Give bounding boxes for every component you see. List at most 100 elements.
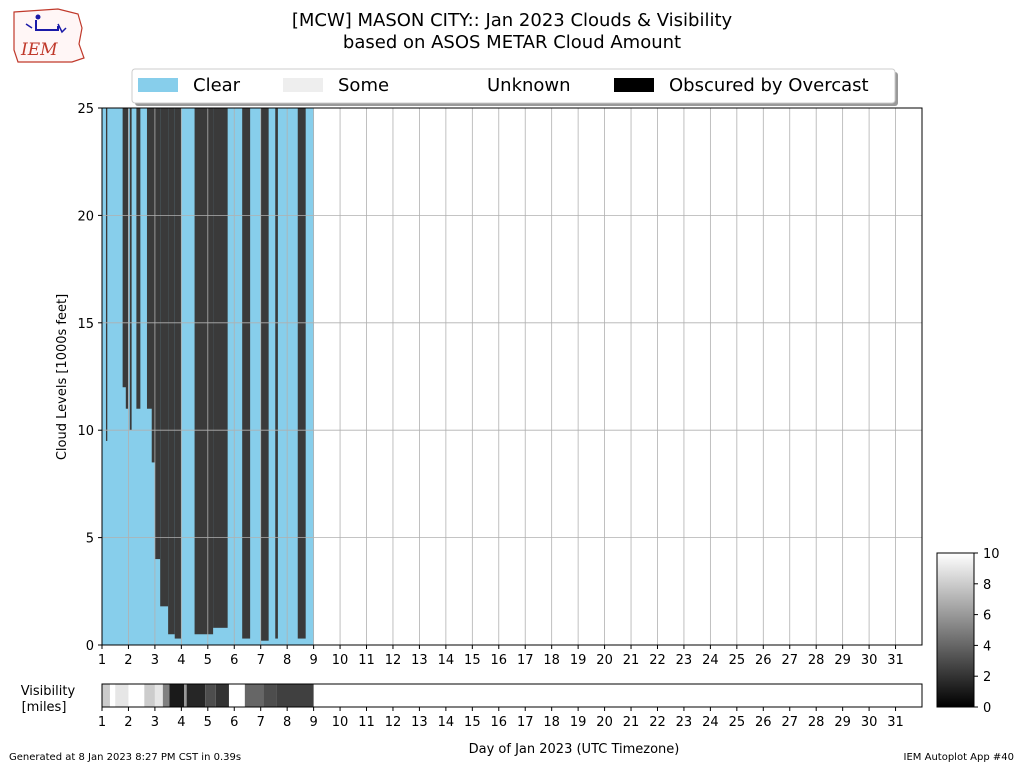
vis-x-tick-label: 2 xyxy=(124,715,132,730)
vis-x-tick-label: 15 xyxy=(464,715,481,730)
legend-label-clear: Clear xyxy=(193,75,241,96)
x-tick-label: 2 xyxy=(124,653,132,668)
legend-swatch-overcast xyxy=(614,78,654,92)
y-tick-label: 20 xyxy=(77,209,94,224)
overcast-segment xyxy=(275,108,278,639)
vis-x-tick-label: 8 xyxy=(283,715,291,730)
generated-timestamp: Generated at 8 Jan 2023 8:27 PM CST in 0… xyxy=(9,752,242,763)
x-tick-label: 16 xyxy=(491,653,508,668)
vis-x-tick-label: 26 xyxy=(755,715,772,730)
overcast-segment xyxy=(129,108,132,431)
visibility-label: Visibility [miles] xyxy=(21,684,80,715)
overcast-segment xyxy=(122,108,128,388)
chart-title: [MCW] MASON CITY:: Jan 2023 Clouds & Vis… xyxy=(291,10,733,31)
legend: Clear Some Unknown Obscured by Overcast xyxy=(131,68,898,106)
x-tick-label: 21 xyxy=(623,653,640,668)
colorbar-tick-label: 0 xyxy=(983,701,991,716)
x-tick-label: 19 xyxy=(570,653,587,668)
vis-x-tick-label: 25 xyxy=(729,715,746,730)
x-tick-label: 26 xyxy=(755,653,772,668)
x-tick-label: 30 xyxy=(861,653,878,668)
vis-x-tick-label: 19 xyxy=(570,715,587,730)
vis-x-tick-label: 16 xyxy=(491,715,508,730)
x-tick-label: 3 xyxy=(151,653,159,668)
vis-x-tick-label: 6 xyxy=(230,715,238,730)
overcast-segment xyxy=(168,108,175,635)
x-tick-label: 20 xyxy=(596,653,613,668)
overcast-segment xyxy=(194,108,214,635)
vis-x-tick-label: 29 xyxy=(834,715,851,730)
visibility-segment xyxy=(263,684,277,707)
overcast-segment xyxy=(125,108,129,409)
x-tick-label: 11 xyxy=(358,653,375,668)
vis-x-tick-label: 18 xyxy=(543,715,560,730)
x-tick-label: 5 xyxy=(204,653,212,668)
y-tick-label: 5 xyxy=(86,532,94,547)
y-tick-label: 25 xyxy=(77,102,94,117)
visibility-segment xyxy=(276,684,314,707)
visibility-segment xyxy=(162,684,170,707)
vis-x-tick-label: 20 xyxy=(596,715,613,730)
x-tick-label: 31 xyxy=(887,653,904,668)
x-tick-label: 13 xyxy=(411,653,428,668)
y-axis-label: Cloud Levels [1000s feet] xyxy=(55,294,70,460)
x-tick-label: 25 xyxy=(729,653,746,668)
legend-label-unknown: Unknown xyxy=(487,75,571,96)
vis-x-tick-label: 1 xyxy=(98,715,106,730)
x-tick-label: 17 xyxy=(517,653,534,668)
x-tick-label: 14 xyxy=(438,653,455,668)
iem-logo: IEM xyxy=(13,8,85,63)
visibility-segment xyxy=(215,684,229,707)
x-tick-label: 29 xyxy=(834,653,851,668)
vis-x-tick-label: 5 xyxy=(204,715,212,730)
overcast-segment xyxy=(297,108,306,639)
x-tick-label: 10 xyxy=(332,653,349,668)
x-tick-label: 4 xyxy=(177,653,185,668)
legend-label-overcast: Obscured by Overcast xyxy=(669,75,869,96)
vis-x-tick-label: 28 xyxy=(808,715,825,730)
x-axis-label: Day of Jan 2023 (UTC Timezone) xyxy=(469,742,680,757)
overcast-segment xyxy=(154,108,161,560)
y-tick-label: 0 xyxy=(86,639,94,654)
vis-x-tick-label: 22 xyxy=(649,715,666,730)
colorbar-tick-label: 6 xyxy=(983,609,991,624)
overcast-segment xyxy=(146,108,153,409)
overcast-segment xyxy=(174,108,182,639)
x-tick-label: 12 xyxy=(385,653,402,668)
overcast-segment xyxy=(136,108,141,409)
vis-x-tick-label: 9 xyxy=(309,715,317,730)
colorbar-tick-label: 10 xyxy=(983,547,1000,562)
visibility-segment xyxy=(184,684,187,707)
x-tick-label: 9 xyxy=(309,653,317,668)
vis-x-tick-label: 7 xyxy=(257,715,265,730)
visibility-segment xyxy=(144,684,155,707)
vis-x-tick-label: 14 xyxy=(438,715,455,730)
x-tick-label: 22 xyxy=(649,653,666,668)
vis-x-tick-label: 24 xyxy=(702,715,719,730)
chart-subtitle: based on ASOS METAR Cloud Amount xyxy=(342,32,682,53)
app-credit: IEM Autoplot App #40 xyxy=(903,752,1014,763)
legend-swatch-clear xyxy=(138,78,178,92)
x-tick-label: 24 xyxy=(702,653,719,668)
x-tick-label: 6 xyxy=(230,653,238,668)
logo-text: IEM xyxy=(20,40,58,60)
visibility-segment xyxy=(102,684,110,707)
vis-x-tick-label: 13 xyxy=(411,715,428,730)
vis-x-tick-label: 23 xyxy=(676,715,693,730)
vis-x-tick-label: 11 xyxy=(358,715,375,730)
overcast-segment xyxy=(213,108,228,628)
legend-swatch-some xyxy=(283,78,323,92)
visibility-segment xyxy=(154,684,163,707)
overcast-segment xyxy=(151,108,155,463)
vis-x-tick-label: 3 xyxy=(151,715,159,730)
visibility-segment xyxy=(205,684,216,707)
vis-x-tick-label: 21 xyxy=(623,715,640,730)
colorbar: 0 2 4 6 8 10 xyxy=(936,547,1000,716)
colorbar-tick-label: 8 xyxy=(983,578,991,593)
vis-x-tick-label: 30 xyxy=(861,715,878,730)
visibility-segment xyxy=(228,684,245,707)
vis-x-tick-label: 27 xyxy=(781,715,798,730)
visibility-segment xyxy=(244,684,264,707)
